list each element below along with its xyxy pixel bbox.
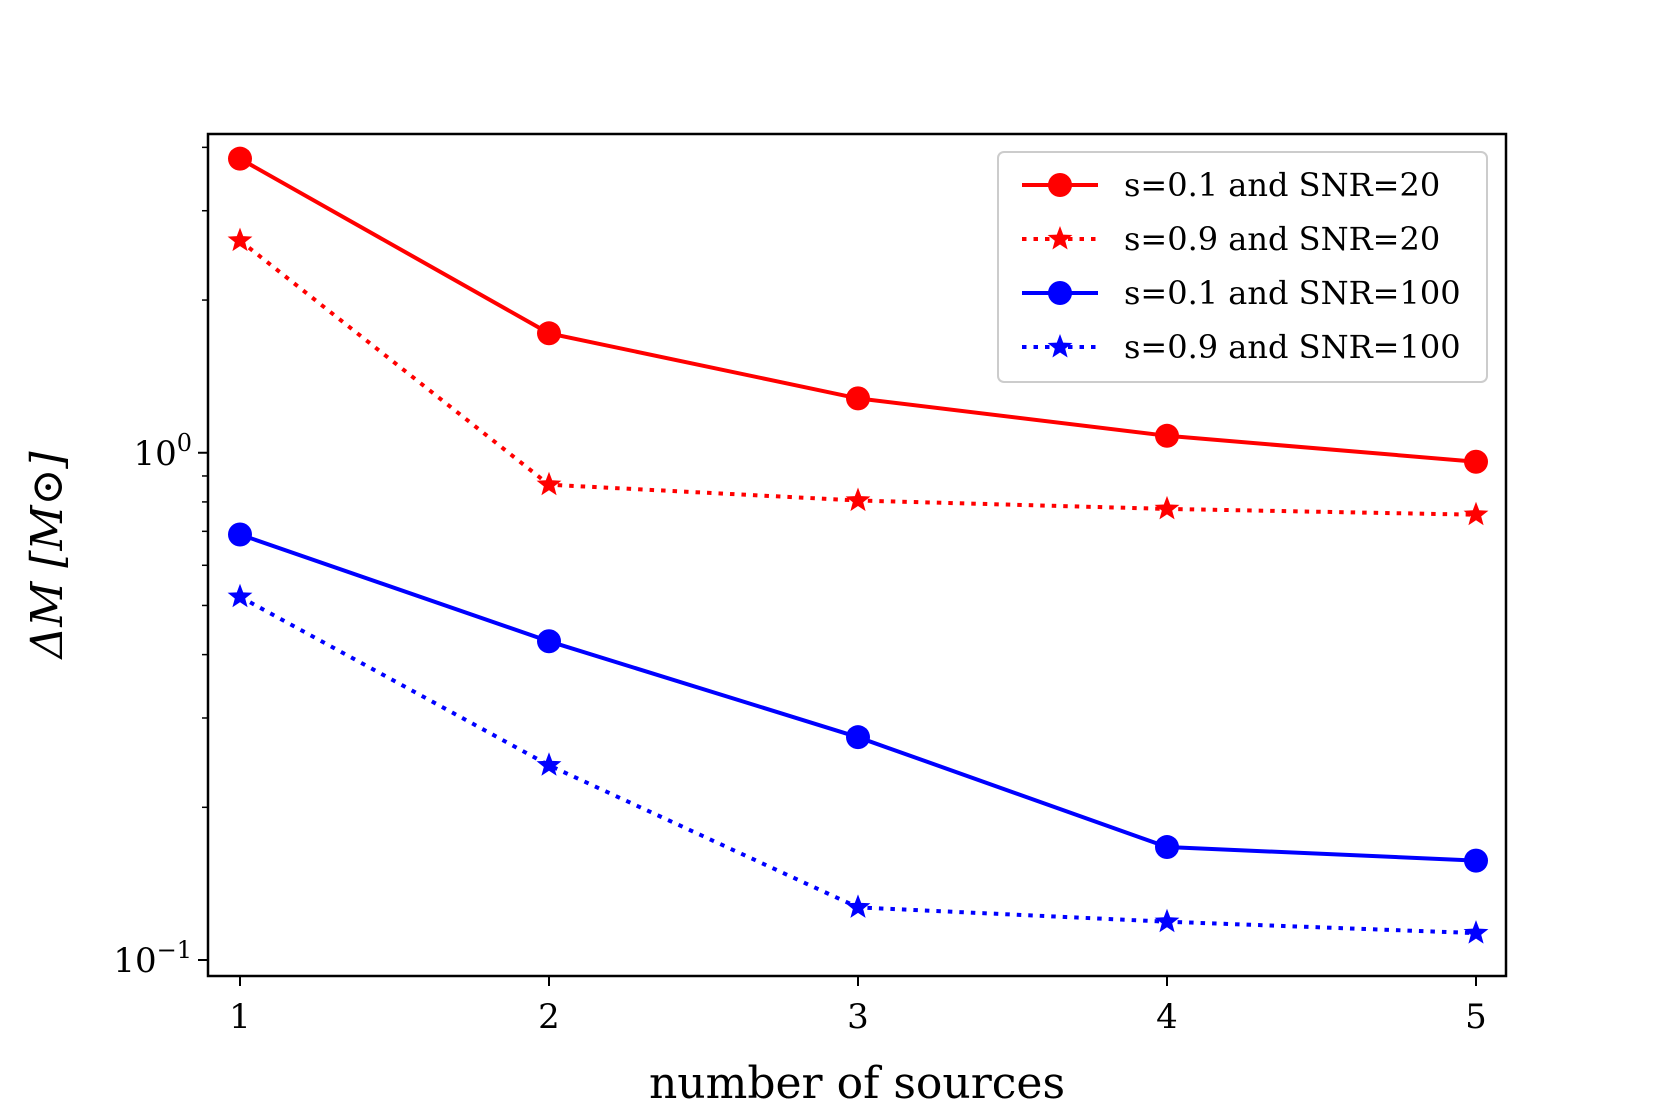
y-tick-label: 10−1	[113, 936, 192, 981]
legend-label: s=0.1 and SNR=100	[1124, 274, 1461, 312]
legend-marker	[1047, 226, 1073, 250]
x-tick-label: 2	[538, 997, 560, 1037]
x-tick-label: 4	[1156, 997, 1178, 1037]
legend-label: s=0.9 and SNR=20	[1124, 220, 1440, 258]
data-point	[228, 146, 252, 171]
x-tick-label: 3	[847, 997, 869, 1037]
data-point	[1154, 908, 1180, 933]
data-point	[1154, 495, 1180, 520]
legend-marker	[1047, 334, 1073, 358]
legend-label: s=0.1 and SNR=20	[1124, 166, 1440, 204]
x-axis: 1 2 3 4 5	[229, 976, 1487, 1037]
y-axis: 10−1 100	[113, 146, 208, 981]
x-axis-label: number of sources	[649, 1058, 1065, 1107]
data-point	[227, 227, 253, 252]
y-tick-label: 100	[133, 429, 192, 474]
legend-marker	[1048, 173, 1072, 197]
data-point	[536, 752, 562, 776]
data-point	[1464, 848, 1488, 873]
data-point	[227, 583, 253, 608]
data-point	[537, 629, 561, 654]
legend: s=0.1 and SNR=20 s=0.9 and SNR=20 s=0.1 an…	[997, 151, 1488, 383]
series-layer	[227, 146, 1489, 944]
data-point	[228, 522, 252, 547]
x-tick-label: 5	[1465, 997, 1487, 1037]
data-point	[536, 471, 562, 496]
data-point	[845, 487, 871, 512]
legend-marker	[1048, 281, 1072, 305]
data-point	[1155, 423, 1179, 448]
data-point	[1464, 449, 1488, 474]
data-point	[846, 725, 870, 750]
data-point	[845, 894, 871, 918]
series-line	[239, 595, 1477, 936]
y-axis-label: ΔM [M⊙]	[22, 451, 73, 661]
data-point	[1463, 920, 1489, 944]
data-point	[846, 386, 870, 411]
legend-frame	[997, 151, 1488, 383]
data-point	[1155, 835, 1179, 860]
data-point	[1463, 501, 1489, 526]
data-point	[537, 321, 561, 346]
legend-label: s=0.9 and SNR=100	[1124, 328, 1461, 366]
x-tick-label: 1	[229, 997, 251, 1037]
